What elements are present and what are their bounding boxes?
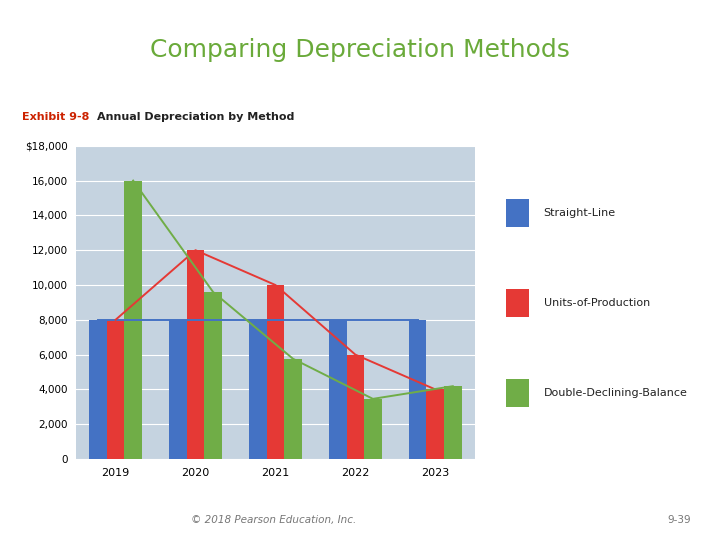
Bar — [186, 250, 204, 459]
Bar — [125, 180, 142, 459]
FancyBboxPatch shape — [506, 289, 529, 317]
Bar — [364, 399, 382, 459]
Bar — [329, 320, 346, 459]
Bar — [346, 355, 364, 459]
Bar — [89, 320, 107, 459]
Bar — [426, 389, 444, 459]
Bar — [444, 386, 462, 459]
Bar — [204, 292, 222, 459]
FancyBboxPatch shape — [506, 199, 529, 227]
Bar — [266, 285, 284, 459]
FancyBboxPatch shape — [506, 379, 529, 407]
Text: Exhibit 9-8: Exhibit 9-8 — [22, 111, 89, 122]
Text: 9-39: 9-39 — [667, 515, 691, 525]
Text: Units-of-Production: Units-of-Production — [544, 298, 650, 308]
Text: Comparing Depreciation Methods: Comparing Depreciation Methods — [150, 38, 570, 62]
Text: Double-Declining-Balance: Double-Declining-Balance — [544, 388, 688, 397]
Bar — [409, 320, 426, 459]
Bar — [284, 359, 302, 459]
Text: © 2018 Pearson Education, Inc.: © 2018 Pearson Education, Inc. — [191, 515, 356, 525]
Bar — [107, 320, 125, 459]
Text: Annual Depreciation by Method: Annual Depreciation by Method — [97, 111, 294, 122]
Bar — [169, 320, 186, 459]
Bar — [249, 320, 266, 459]
Text: Straight-Line: Straight-Line — [544, 208, 616, 218]
